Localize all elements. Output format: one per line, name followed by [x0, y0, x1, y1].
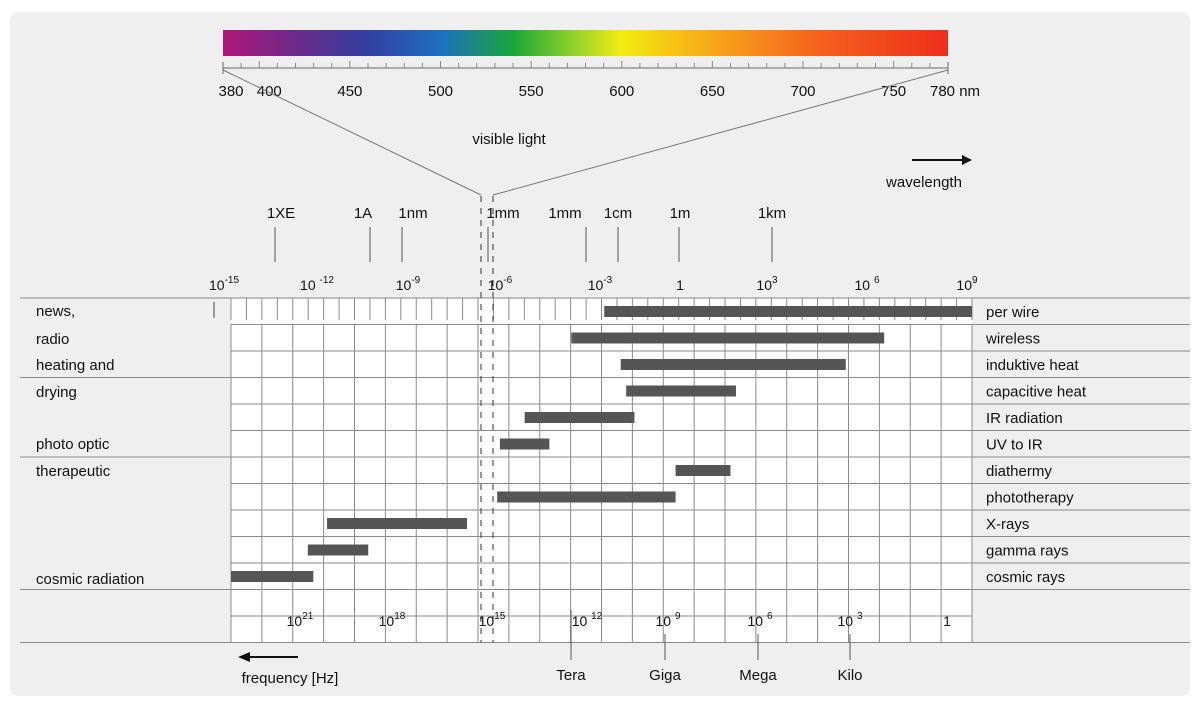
wavelength-label: wavelength — [885, 174, 962, 191]
wavelength-unit-label: 1XE — [267, 205, 295, 222]
row-label: X-rays — [986, 516, 1029, 533]
frequency-axis: 1021 1018 1015 10 12 10 9 10 6 10 3 1 Tera Giga Me… — [287, 610, 951, 684]
visible-light-title: visible light — [472, 131, 546, 148]
frequency-exponent-label: 10 3 — [837, 611, 862, 629]
visible-tick-label: 450 — [337, 83, 362, 100]
wavelength-unit-label: 1m — [670, 205, 691, 222]
application-range-bar — [524, 412, 635, 423]
visible-tick-label: 400 — [257, 83, 282, 100]
frequency-prefix-label: Kilo — [837, 667, 862, 684]
application-range-bar — [620, 359, 846, 370]
visible-funnel-line — [222, 69, 482, 196]
application-range-bar — [497, 491, 676, 503]
visible-tick-label: 500 — [428, 83, 453, 100]
wavelength-exponent-label: 10-15 — [209, 275, 239, 293]
wavelength-exponent-label: 109 — [956, 275, 978, 293]
frequency-exponent-label: 1018 — [379, 611, 406, 629]
row-label: capacitive heat — [986, 384, 1087, 401]
application-category-label: drying — [36, 384, 77, 401]
row-label: wireless — [985, 331, 1040, 348]
frequency-prefix-label: Mega — [739, 667, 777, 684]
application-category-label: news, — [36, 303, 75, 320]
frequency-prefix-label: Giga — [649, 667, 681, 684]
visible-tick-label: 700 — [790, 83, 815, 100]
row-label: gamma rays — [986, 543, 1069, 560]
visible-tick-label: 650 — [700, 83, 725, 100]
wavelength-unit-label: 1A — [354, 205, 372, 222]
wavelength-arrow-head — [962, 155, 972, 165]
wavelength-exponent-label: 10 6 — [854, 275, 879, 293]
application-grid: news, radio heating and drying photo optic th… — [20, 196, 1190, 643]
frequency-exponent-label: 1021 — [287, 611, 314, 629]
row-label: UV to IR — [986, 437, 1043, 454]
direction-arrows: wavelength frequency [Hz] — [238, 155, 972, 687]
application-category-label: cosmic radiation — [36, 571, 144, 588]
wavelength-unit-label: 1km — [758, 205, 786, 222]
visible-light-scale: 380 400 450 500 550 600 650 700 750 780 nm visible… — [218, 30, 980, 196]
application-range-bar — [675, 465, 731, 476]
application-category-label: radio — [36, 331, 69, 348]
row-label: phototherapy — [986, 490, 1074, 507]
wavelength-unit-label: 1mm — [548, 205, 581, 222]
wavelength-unit-label: 1nm — [398, 205, 427, 222]
application-category-label: heating and — [36, 357, 114, 374]
application-range-bar — [626, 385, 736, 397]
application-range-bar — [571, 332, 885, 344]
visible-spectrum-strip — [223, 30, 948, 56]
wavelength-exponent-label: 10-6 — [488, 275, 513, 293]
visible-tick-label: 550 — [519, 83, 544, 100]
wavelength-exponent-label: 10-9 — [396, 275, 421, 293]
frequency-exponent-label: 1015 — [479, 611, 506, 629]
application-category-label: therapeutic — [36, 463, 111, 480]
row-label: IR radiation — [986, 410, 1063, 427]
application-range-bar — [307, 544, 369, 556]
wavelength-exponent-label: 1 — [676, 277, 684, 293]
wavelength-exponent-label: 103 — [756, 275, 778, 293]
visible-tick-label: 600 — [609, 83, 634, 100]
row-label: induktive heat — [986, 357, 1079, 374]
visible-tick-label: 750 — [881, 83, 906, 100]
application-range-bar — [499, 438, 550, 450]
frequency-exponent-label: 10 9 — [655, 611, 680, 629]
visible-funnel-line — [492, 69, 949, 196]
frequency-prefix-label: Tera — [556, 667, 586, 684]
wavelength-exponent-label: 10-3 — [588, 275, 613, 293]
row-label: diathermy — [986, 463, 1052, 480]
frequency-exponent-label: 1 — [943, 613, 951, 629]
frequency-arrow-head — [238, 652, 250, 662]
wavelength-exponent-label: 10 -12 — [300, 275, 334, 293]
application-range-bar — [327, 518, 468, 529]
row-label: cosmic rays — [986, 569, 1065, 586]
application-range-bar — [231, 571, 314, 582]
wavelength-unit-label: 1cm — [604, 205, 632, 222]
visible-end-label: 780 nm — [930, 83, 980, 100]
visible-tick-label: 380 — [218, 83, 243, 100]
application-range-bar — [604, 306, 972, 317]
wavelength-unit-label: 1mm — [486, 205, 519, 222]
frequency-label: frequency [Hz] — [242, 670, 339, 687]
row-label: per wire — [986, 304, 1039, 321]
frequency-exponent-label: 10 12 — [572, 611, 603, 629]
application-category-label: photo optic — [36, 436, 110, 453]
frequency-exponent-label: 10 6 — [747, 611, 772, 629]
